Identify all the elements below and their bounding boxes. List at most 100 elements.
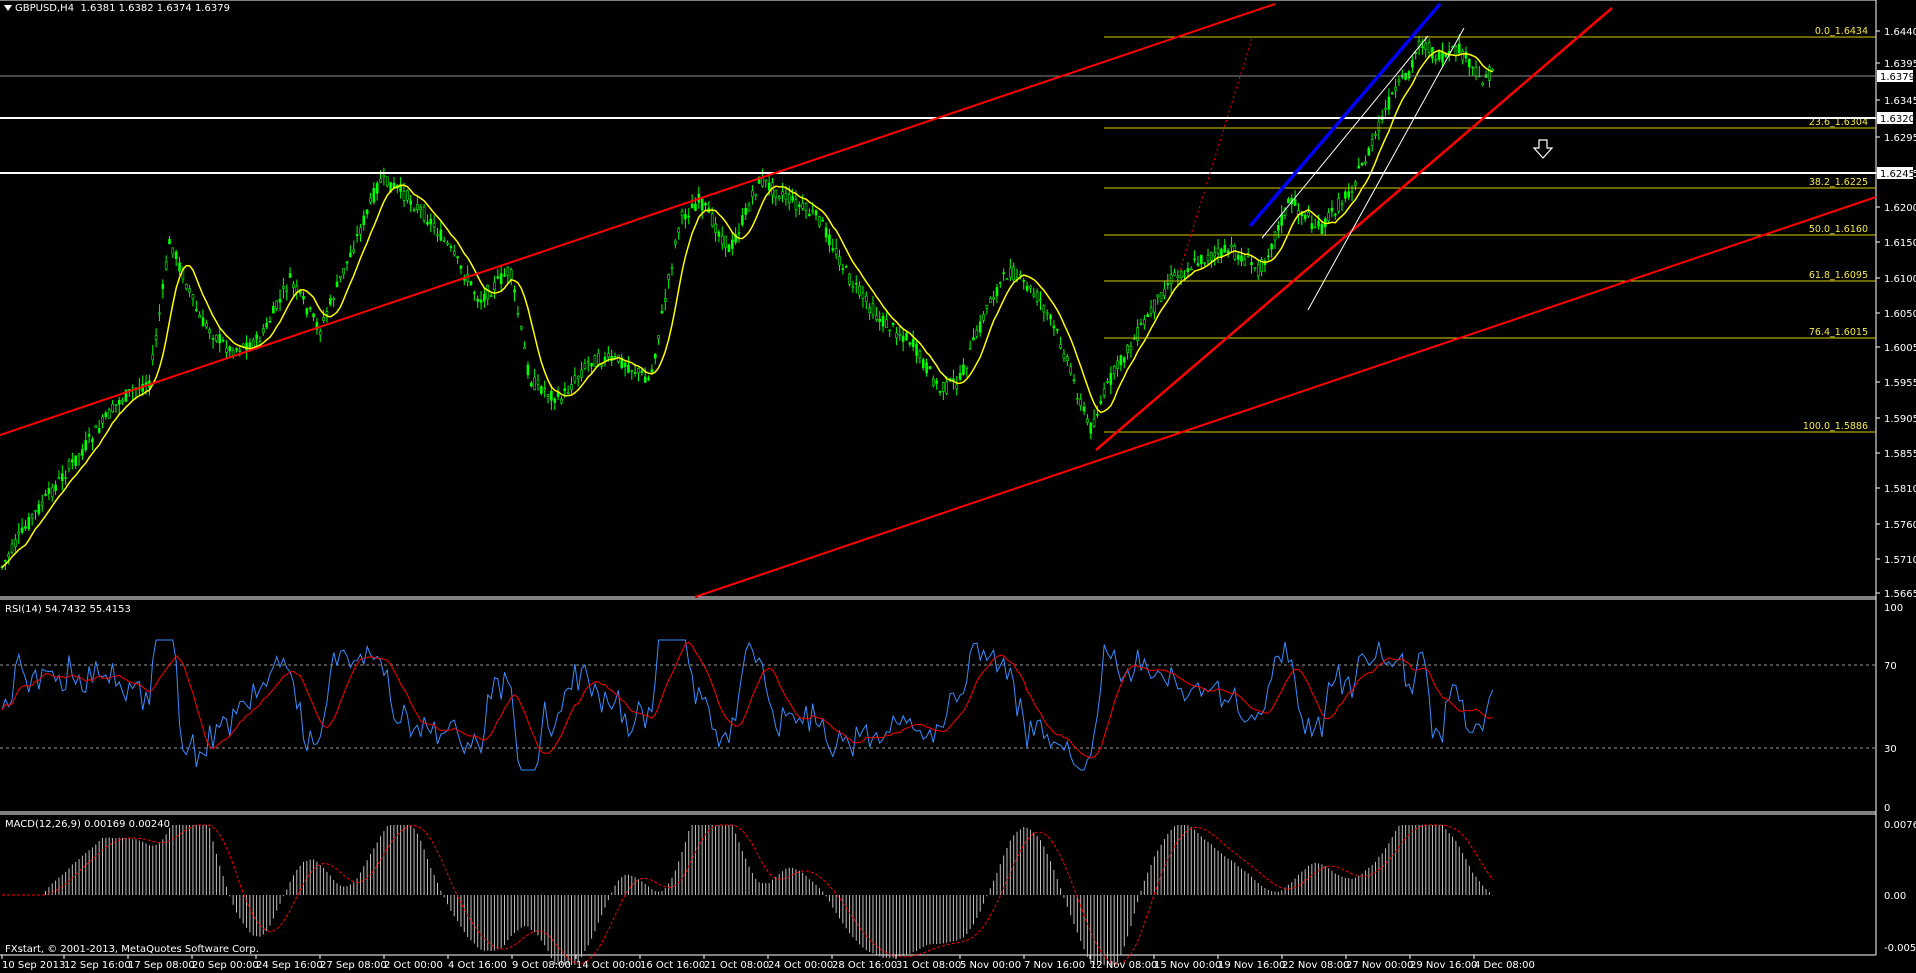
candle-body (888, 329, 892, 332)
lower-trend-line[interactable] (694, 196, 1877, 598)
rsi-title: RSI(14) 54.7432 55.4153 (5, 604, 131, 615)
candle-body (14, 539, 17, 548)
candle-body (1163, 288, 1166, 296)
price-tick-label: 1.6005 (1884, 343, 1916, 354)
candle-body (1019, 273, 1022, 276)
candle-body (221, 339, 225, 342)
candle-body (446, 242, 449, 245)
candle-body (87, 434, 91, 437)
candle-body (81, 449, 84, 456)
candle-body (1310, 223, 1314, 230)
time-tick-label: 22 Nov 08:00 (1282, 960, 1349, 971)
candle-body (1370, 139, 1374, 146)
price-tick-label: 1.6100 (1884, 274, 1916, 285)
candle-body (1273, 231, 1277, 241)
rsi-tick-label: 0 (1884, 803, 1890, 814)
down-arrow-icon[interactable] (1532, 139, 1554, 159)
dotted-projection-line[interactable] (1179, 37, 1253, 271)
candle-body (154, 335, 158, 340)
candle-body (1303, 214, 1307, 220)
fib-level-label: 38.2_1.6225 (1809, 177, 1868, 188)
candle-body (563, 388, 567, 392)
candle-body (895, 332, 898, 339)
candle-body (275, 300, 279, 309)
channel-line-white-2[interactable] (1307, 27, 1465, 311)
candle-body (1270, 243, 1273, 250)
candle-body (1213, 252, 1216, 257)
fibonacci-retracement[interactable]: 0.0_1.6434 23.6_1.6304 38.2_1.6225 50.0_1.6… (1104, 26, 1876, 433)
candle-body (1059, 344, 1062, 348)
candle-body (637, 368, 640, 373)
candle-body (700, 198, 704, 211)
candle-body (285, 289, 289, 292)
candle-body (1407, 71, 1411, 79)
candle-body (1250, 262, 1253, 266)
fib-level-label: 23.6_1.6304 (1809, 117, 1868, 128)
level-tag-1-6245: 1.6245 (1877, 167, 1915, 180)
price-tick-label: 1.5760 (1884, 520, 1916, 531)
candle-body (851, 285, 855, 288)
candle-body (553, 398, 557, 403)
time-tick-label: 21 Oct 08:00 (704, 960, 769, 971)
candle-body (717, 231, 721, 237)
candle-body (1434, 58, 1438, 61)
candle-body (824, 227, 828, 238)
candle-body (1340, 203, 1344, 206)
candle-body (305, 308, 309, 315)
candle-body (1287, 198, 1290, 204)
candle-body (47, 488, 51, 494)
macd-title: MACD(12,26,9) 0.00169 0.00240 (5, 819, 170, 830)
candle-body (519, 326, 523, 330)
candle-body (1112, 366, 1116, 374)
candle-body (653, 353, 657, 359)
time-tick-label: 24 Oct 00:00 (768, 960, 833, 971)
candle-body (1200, 254, 1203, 264)
candle-body (1334, 213, 1337, 216)
time-tick-label: 27 Sep 08:00 (320, 960, 387, 971)
candle-body (449, 246, 453, 248)
candle-body (34, 510, 37, 512)
candle-body (710, 213, 714, 227)
candle-body (650, 369, 654, 373)
fib-level-label: 61.8_1.6095 (1809, 270, 1868, 281)
candle-body (1330, 207, 1334, 212)
candle-body (60, 473, 64, 481)
candle-body (422, 206, 426, 221)
candle-body (1186, 268, 1190, 272)
time-tick-label: 20 Sep 00:00 (192, 960, 259, 971)
channel-line-white-1[interactable] (1261, 35, 1429, 239)
candle-body (379, 178, 382, 183)
candle-body (318, 331, 322, 336)
candle-body (985, 305, 989, 309)
candle-body (1327, 212, 1330, 221)
time-tick-label: 10 Sep 2013 (2, 960, 65, 971)
candle-body (1320, 223, 1324, 234)
upper-trend-line[interactable] (0, 3, 1276, 436)
candle-body (436, 234, 439, 237)
candle-body (1193, 258, 1196, 261)
candle-body (503, 274, 506, 277)
candle-body (104, 412, 108, 418)
candle-body (1357, 165, 1361, 169)
price-tick-label: 1.6200 (1884, 203, 1916, 214)
candle-body (1099, 400, 1103, 404)
candle-body (640, 370, 644, 373)
candle-body (1347, 191, 1350, 198)
candle-body (7, 553, 10, 558)
candle-body (1055, 329, 1059, 331)
candle-body (489, 295, 493, 297)
price-tick-label: 1.6395 (1884, 59, 1916, 70)
candle-body (322, 317, 325, 321)
candle-body (767, 182, 771, 191)
support-trend-line[interactable] (1095, 7, 1613, 451)
time-tick-label: 9 Oct 08:00 (512, 960, 571, 971)
dropdown-triangle-icon[interactable] (4, 5, 12, 11)
channel-line-blue[interactable] (1248, 2, 1442, 228)
time-tick-label: 12 Nov 08:00 (1090, 960, 1157, 971)
candle-body (1183, 275, 1186, 277)
macd-axis: 0.00765 0.00 -0.00552 (1884, 820, 1916, 954)
candle-body (757, 176, 761, 184)
